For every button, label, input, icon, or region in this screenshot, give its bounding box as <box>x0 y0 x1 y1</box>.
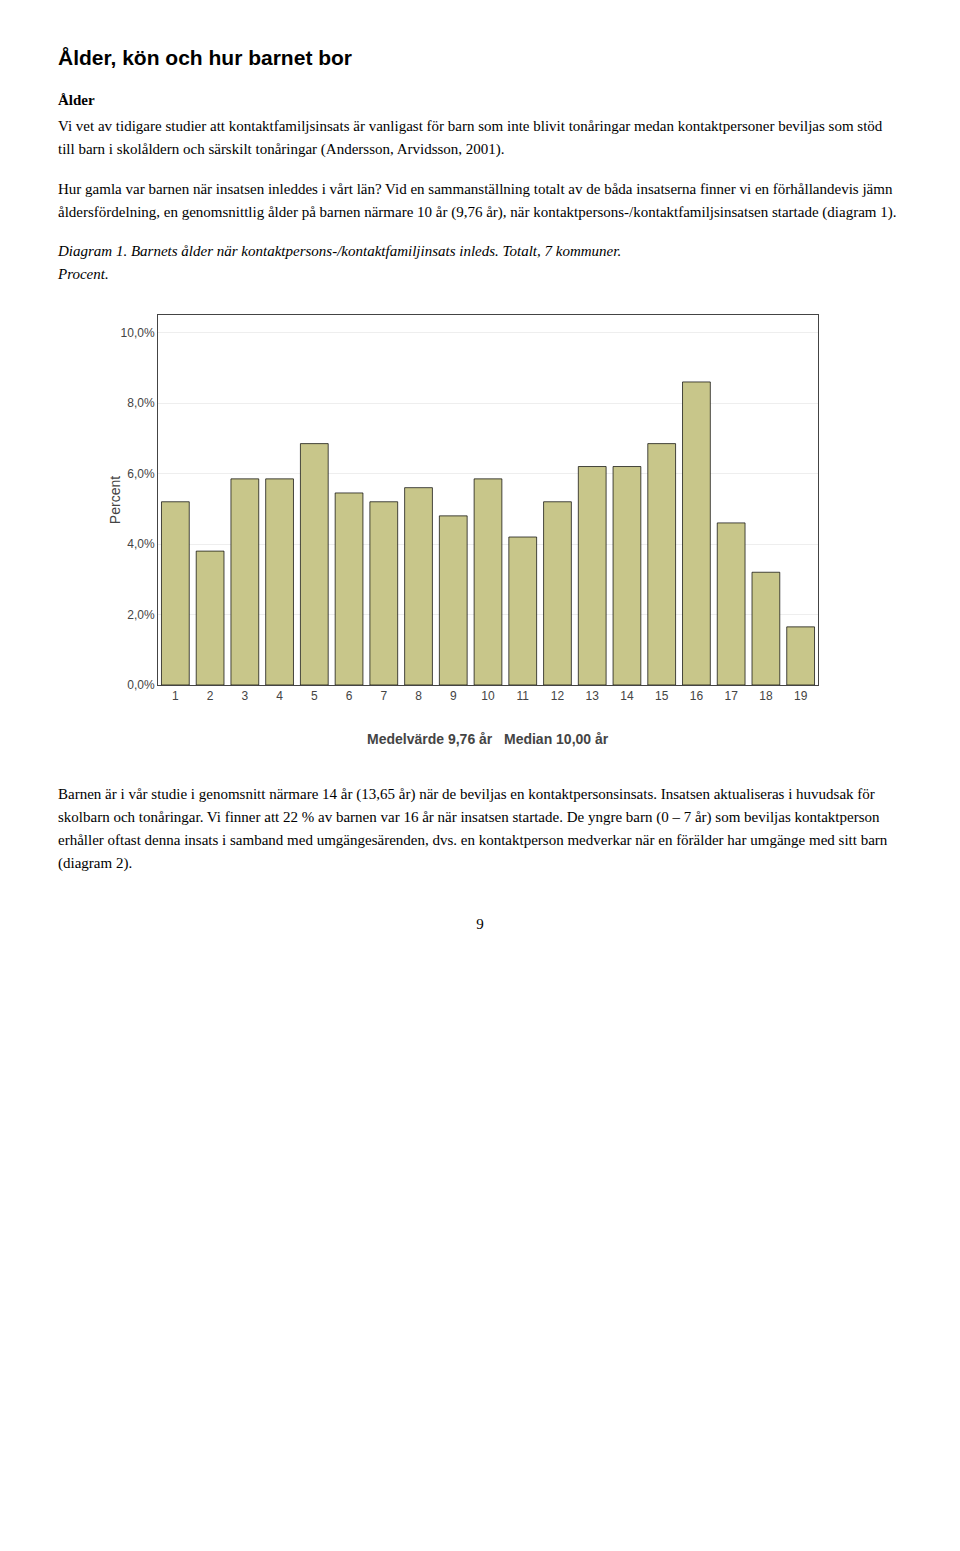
svg-text:4,0%: 4,0% <box>127 537 155 551</box>
svg-text:8,0%: 8,0% <box>127 396 155 410</box>
svg-text:15: 15 <box>655 689 669 703</box>
html-text:Ålder: Ålder <box>58 92 95 108</box>
html-text:Barnen är i vår studie i genom: Barnen är i vår studie i genomsnitt närm… <box>58 785 888 872</box>
svg-text:7: 7 <box>380 689 387 703</box>
svg-text:13: 13 <box>586 689 600 703</box>
html-text:Diagram 1. Barnets ålder när k: Diagram 1. Barnets ålder när kontaktpers… <box>58 243 622 259</box>
svg-text:3: 3 <box>241 689 248 703</box>
svg-text:12: 12 <box>551 689 565 703</box>
svg-text:6: 6 <box>346 689 353 703</box>
svg-text:18: 18 <box>759 689 773 703</box>
svg-text:8: 8 <box>415 689 422 703</box>
svg-text:19: 19 <box>794 689 808 703</box>
html-text:Ålder, kön och hur barnet bor: Ålder, kön och hur barnet bor <box>58 46 352 69</box>
svg-text:2: 2 <box>207 689 214 703</box>
svg-text:1: 1 <box>172 689 179 703</box>
svg-text:0,0%: 0,0% <box>127 678 155 692</box>
html-text:9: 9 <box>476 915 484 932</box>
svg-text:11: 11 <box>517 689 530 703</box>
svg-text:6,0%: 6,0% <box>127 466 155 480</box>
html-text:Vi vet av tidigare studier att: Vi vet av tidigare studier att kontaktfa… <box>58 118 883 158</box>
svg-text:16: 16 <box>690 689 704 703</box>
svg-text:Medelvärde 9,76 år Median 10: Medelvärde 9,76 år Median 10,00 år <box>367 731 609 747</box>
svg-text:14: 14 <box>620 689 634 703</box>
svg-text:10: 10 <box>481 689 495 703</box>
svg-text:9: 9 <box>450 689 457 703</box>
svg-text:2,0%: 2,0% <box>127 607 155 621</box>
svg-text:5: 5 <box>311 689 318 703</box>
svg-text:4: 4 <box>276 689 283 703</box>
html-text:Procent.: Procent. <box>58 266 109 283</box>
html-text:Hur gamla var barnen när insat: Hur gamla var barnen när insatsen inledd… <box>58 180 897 220</box>
svg-text:17: 17 <box>724 689 738 703</box>
svg-text:10,0%: 10,0% <box>121 325 155 339</box>
svg-text:Percent: Percent <box>107 475 123 523</box>
